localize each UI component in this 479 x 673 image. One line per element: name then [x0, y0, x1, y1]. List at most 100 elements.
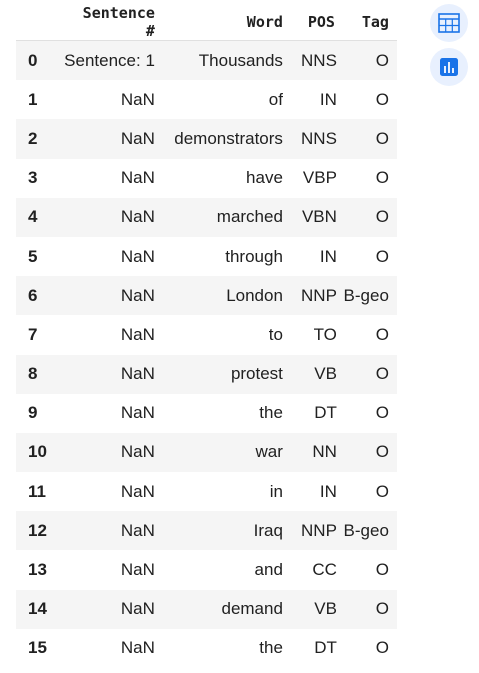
cell-word: the [162, 393, 291, 433]
cell-sentence: NaN [58, 511, 163, 551]
cell-pos: VBP [290, 158, 343, 198]
table-body: 0 Sentence: 1 Thousands NNS O 1 NaN of IN O 2 NaN de… [16, 40, 397, 668]
dataframe-table: Sentence # Word POS Tag 0 Sentence: 1 Thou… [16, 4, 397, 668]
cell-word: have [162, 158, 291, 198]
cell-word: and [162, 550, 291, 590]
cell-pos: IN [290, 472, 343, 512]
cell-sentence: NaN [58, 354, 163, 394]
cell-word: to [162, 315, 291, 355]
row-index: 12 [16, 511, 59, 551]
cell-sentence: NaN [58, 432, 163, 473]
table-row: 0 Sentence: 1 Thousands NNS O [16, 40, 397, 81]
column-header-tag: Tag [342, 4, 397, 41]
cell-sentence: NaN [58, 197, 163, 237]
cell-pos: TO [290, 315, 343, 355]
column-header-sentence: Sentence # [58, 4, 163, 41]
row-index: 11 [16, 472, 59, 512]
cell-sentence: NaN [58, 628, 163, 668]
row-index: 15 [16, 628, 59, 668]
table-view-button[interactable] [430, 4, 468, 42]
row-index: 5 [16, 236, 59, 277]
cell-tag: O [342, 628, 397, 668]
table-row: 11 NaN in IN O [16, 472, 397, 512]
header-row: Sentence # Word POS Tag [16, 4, 397, 41]
cell-word: Iraq [162, 511, 291, 551]
cell-word: demand [162, 589, 291, 629]
table-row: 8 NaN protest VB O [16, 354, 397, 394]
index-header [16, 4, 59, 41]
cell-pos: NNP [290, 511, 343, 551]
cell-tag: O [342, 40, 397, 81]
cell-pos: NN [290, 432, 343, 473]
table-row: 12 NaN Iraq NNP B-geo [16, 511, 397, 551]
cell-tag: O [342, 119, 397, 159]
row-index: 2 [16, 119, 59, 159]
cell-tag: O [342, 315, 397, 355]
cell-sentence: NaN [58, 315, 163, 355]
cell-pos: DT [290, 393, 343, 433]
cell-sentence: NaN [58, 589, 163, 629]
cell-pos: DT [290, 628, 343, 668]
row-index: 10 [16, 432, 59, 473]
table-row: 5 NaN through IN O [16, 236, 397, 277]
table-row: 7 NaN to TO O [16, 315, 397, 355]
cell-sentence: NaN [58, 550, 163, 590]
cell-word: marched [162, 197, 291, 237]
cell-tag: O [342, 236, 397, 277]
row-index: 0 [16, 40, 59, 81]
cell-pos: VB [290, 354, 343, 394]
cell-pos: NNS [290, 119, 343, 159]
cell-tag: O [342, 80, 397, 120]
table-row: 4 NaN marched VBN O [16, 197, 397, 237]
cell-tag: O [342, 393, 397, 433]
cell-sentence: NaN [58, 119, 163, 159]
cell-tag: O [342, 158, 397, 198]
table-grid-icon [438, 13, 460, 33]
cell-tag: O [342, 550, 397, 590]
cell-tag: B-geo [342, 511, 397, 551]
row-index: 4 [16, 197, 59, 237]
table-row: 9 NaN the DT O [16, 393, 397, 433]
table-row: 13 NaN and CC O [16, 550, 397, 590]
cell-tag: O [342, 354, 397, 394]
cell-sentence: NaN [58, 393, 163, 433]
table-row: 15 NaN the DT O [16, 628, 397, 668]
cell-tag: O [342, 197, 397, 237]
cell-word: of [162, 80, 291, 120]
table-row: 10 NaN war NN O [16, 432, 397, 473]
cell-sentence: NaN [58, 276, 163, 316]
table-row: 14 NaN demand VB O [16, 589, 397, 629]
table-row: 3 NaN have VBP O [16, 158, 397, 198]
cell-pos: NNS [290, 40, 343, 81]
cell-sentence: Sentence: 1 [58, 40, 163, 81]
row-index: 1 [16, 80, 59, 120]
cell-sentence: NaN [58, 80, 163, 120]
cell-pos: IN [290, 80, 343, 120]
table-row: 2 NaN demonstrators NNS O [16, 119, 397, 159]
cell-pos: NNP [290, 276, 343, 316]
row-index: 3 [16, 158, 59, 198]
cell-word: through [162, 236, 291, 277]
cell-pos: VBN [290, 197, 343, 237]
column-header-pos: POS [290, 4, 343, 41]
row-index: 14 [16, 589, 59, 629]
suggest-chart-button[interactable] [430, 48, 468, 86]
cell-pos: CC [290, 550, 343, 590]
row-index: 8 [16, 354, 59, 394]
row-index: 9 [16, 393, 59, 433]
cell-tag: O [342, 472, 397, 512]
row-index: 7 [16, 315, 59, 355]
bar-chart-icon [439, 57, 459, 77]
table-row: 6 NaN London NNP B-geo [16, 276, 397, 316]
row-index: 13 [16, 550, 59, 590]
cell-word: protest [162, 354, 291, 394]
cell-word: the [162, 628, 291, 668]
cell-word: in [162, 472, 291, 512]
cell-tag: B-geo [342, 276, 397, 316]
cell-pos: IN [290, 236, 343, 277]
cell-word: demonstrators [162, 119, 291, 159]
cell-sentence: NaN [58, 158, 163, 198]
table-row: 1 NaN of IN O [16, 80, 397, 120]
column-header-word: Word [162, 4, 291, 41]
